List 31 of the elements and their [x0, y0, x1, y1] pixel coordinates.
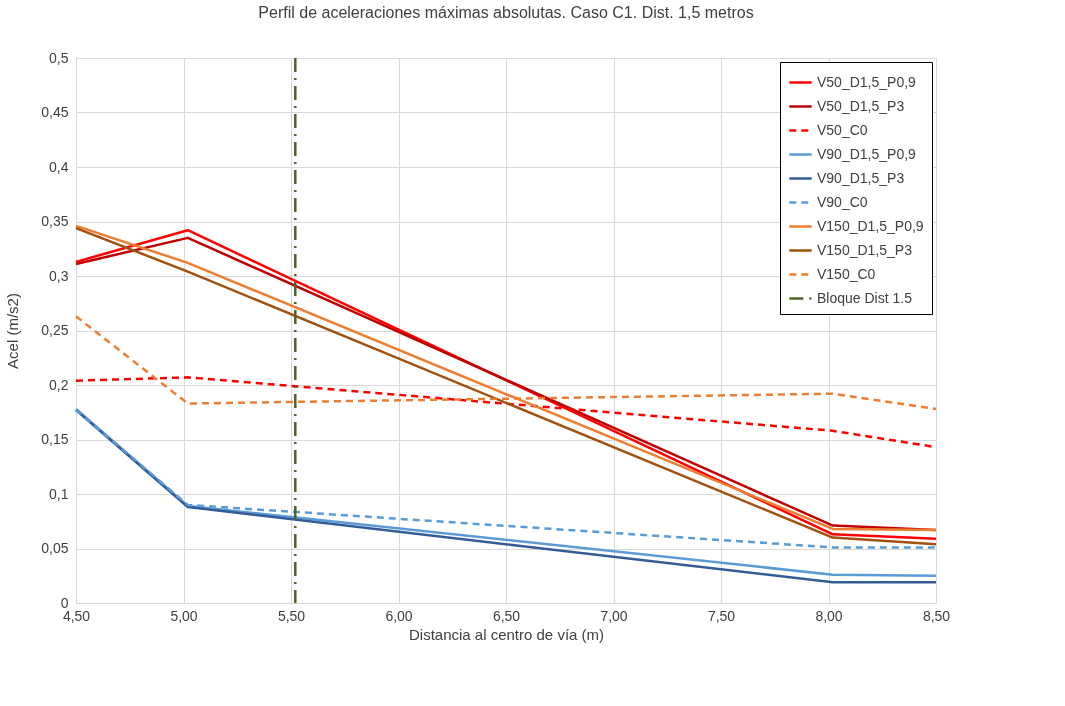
x-tick-label: 8,00 [815, 607, 843, 624]
y-tick-label: 0,35 [41, 213, 69, 229]
y-tick-label: 0,3 [49, 267, 69, 284]
x-tick-label: 5,50 [277, 607, 306, 624]
y-tick-label: 0,4 [49, 158, 69, 175]
legend-label: V50_D1,5_P3 [817, 97, 905, 114]
y-tick-label: 0,05 [41, 540, 69, 556]
x-tick-label: 5,00 [170, 607, 198, 624]
x-tick-label: 8,50 [922, 607, 951, 624]
legend-label: V90_D1,5_P0,9 [817, 145, 917, 162]
legend-label: V90_C0 [817, 193, 868, 210]
x-tick-label: 7,00 [600, 607, 628, 624]
y-tick-label: 0,1 [49, 485, 69, 502]
y-tick-label: 0,45 [41, 104, 69, 120]
x-tick-label: 7,50 [707, 607, 736, 624]
x-tick-label: 6,50 [492, 607, 521, 624]
legend-label: V50_C0 [817, 121, 868, 138]
legend-label: V150_D1,5_P3 [817, 241, 913, 258]
y-tick-label: 0,5 [49, 49, 69, 66]
y-tick-label: 0,25 [41, 322, 69, 338]
y-tick-label: 0,15 [41, 431, 69, 447]
x-axis-title: Distancia al centro de vía (m) [408, 625, 605, 643]
legend-label: V150_D1,5_P0,9 [817, 217, 924, 234]
legend-label: V150_C0 [817, 265, 876, 282]
y-axis-title: Acel (m/s2) [4, 293, 22, 369]
chart-title: Perfil de aceleraciones máximas absolutas. Caso C1. Dist. 1,5 metros [258, 4, 754, 21]
ref-line-label: Bloque Dist 1.5 [817, 289, 913, 306]
legend-label: V90_D1,5_P3 [817, 169, 905, 186]
x-tick-label: 6,00 [385, 607, 413, 624]
legend-label: V50_D1,5_P0,9 [817, 73, 917, 90]
y-tick-label: 0,2 [49, 376, 69, 393]
